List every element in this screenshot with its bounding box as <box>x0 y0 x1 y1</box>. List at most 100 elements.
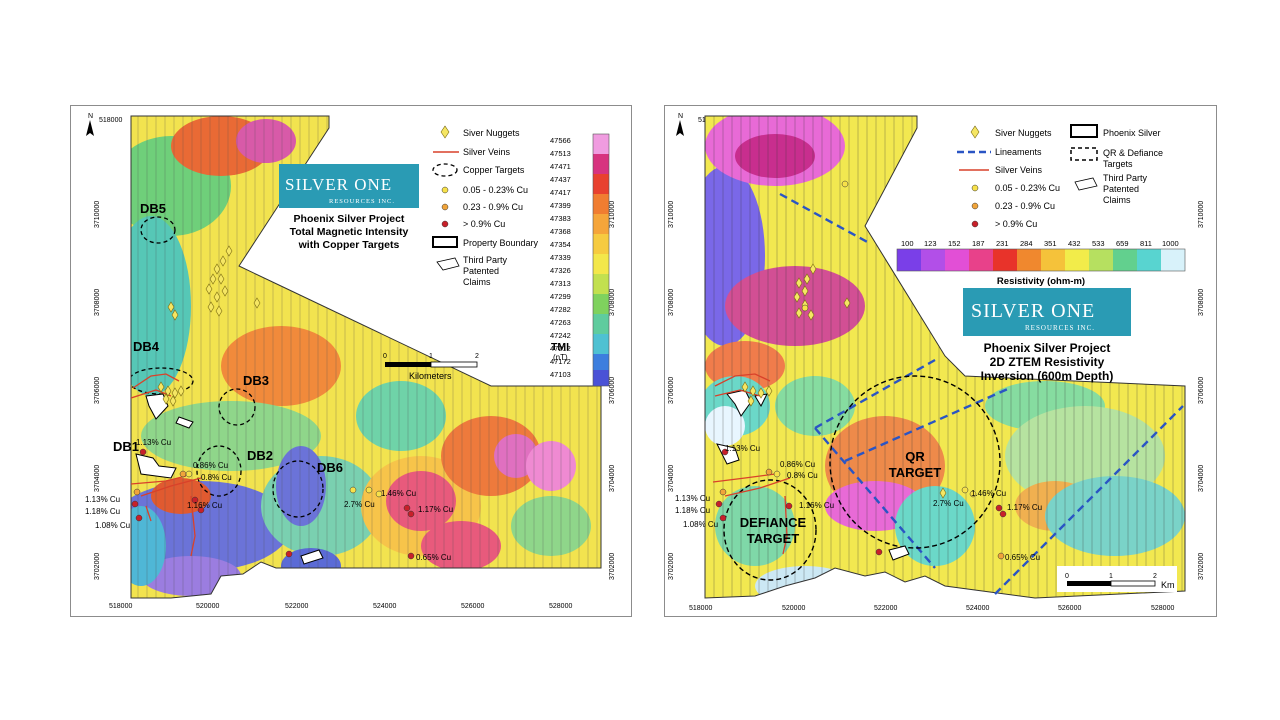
map-title-line: 2D ZTEM Resistivity <box>990 355 1105 369</box>
y-ticks-left: 3710000 3708000 3706000 3704000 3702000 <box>668 201 675 580</box>
assay-label: 1.08% Cu <box>95 521 130 530</box>
legend-item: Claims <box>1103 195 1131 205</box>
assay-label: 1.13% Cu <box>675 494 710 503</box>
map-title-line: Inversion (600m Depth) <box>981 369 1114 383</box>
x-tick: 520000 <box>782 605 805 612</box>
cu-low-icon <box>971 184 979 192</box>
patented-claims <box>135 393 324 565</box>
y-ticks-right: 3710000 3708000 3706000 3704000 3702000 <box>609 201 616 580</box>
colorbar-value: 47103 <box>550 370 571 379</box>
legend-item: Lineaments <box>995 147 1042 157</box>
colorbar-value: 47354 <box>550 240 571 249</box>
x-ticks-bottom: 518000 520000 522000 524000 526000 52800… <box>109 603 572 610</box>
y-tick: 3704000 <box>1198 465 1205 492</box>
y-tick: 3710000 <box>609 201 616 228</box>
legend-item: Patented <box>1103 184 1139 194</box>
ztem-map: N 518000 520000 522000 524000 518000 520… <box>668 99 1205 612</box>
assay-label: 2.7% Cu <box>344 500 375 509</box>
x-tick: 522000 <box>285 603 308 610</box>
legend-item: Targets <box>1103 159 1133 169</box>
map-title: Phoenix Silver Project 2D ZTEM Resistivi… <box>981 341 1114 383</box>
assay-label: 1.46% Cu <box>381 489 416 498</box>
colorbar-value: 47282 <box>550 305 571 314</box>
colorbar-value: 47399 <box>550 201 571 210</box>
y-tick: 3708000 <box>94 289 101 316</box>
y-tick: 3710000 <box>668 201 675 228</box>
x-ticks-bottom: 518000 520000 522000 524000 526000 52800… <box>689 605 1174 612</box>
silver-one-logo: SILVER ONE RESOURCES INC. <box>279 164 419 208</box>
patented-claims <box>716 389 910 561</box>
resistivity-colorbar: 100 123 152 187 231 284 351 432 533 659 … <box>896 239 1186 287</box>
assay-label: 1.17% Cu <box>418 505 453 514</box>
target-db3-label: DB3 <box>243 373 269 388</box>
legend-item: Third Party <box>1103 173 1148 183</box>
nugget-legend-icon <box>440 125 450 139</box>
y-tick: 3710000 <box>1198 201 1205 228</box>
x-tick: 524000 <box>373 603 396 610</box>
colorbar-value: 152 <box>948 239 961 248</box>
y-tick: 3706000 <box>94 377 101 404</box>
logo-subtitle: RESOURCES INC. <box>329 198 395 205</box>
lineaments <box>779 192 1184 595</box>
target-db5-label: DB5 <box>140 201 166 216</box>
colorbar-value: 811 <box>1140 239 1152 248</box>
north-arrow-label: N <box>88 113 93 120</box>
assay-label: 0.8% Cu <box>201 473 232 482</box>
scale-tick: 2 <box>475 353 479 360</box>
y-tick: 3704000 <box>609 465 616 492</box>
legend-item: Patented <box>463 266 499 276</box>
y-tick: 3706000 <box>1198 377 1205 404</box>
y-tick: 3702000 <box>94 553 101 580</box>
legend-item: Siver Nuggets <box>463 128 520 138</box>
colorbar-value: 47313 <box>550 279 571 288</box>
colorbar-value: 47368 <box>550 227 571 236</box>
cu-high-icon <box>441 220 449 228</box>
target-db2-label: DB2 <box>247 448 273 463</box>
tmi-map-panel: N 518000 520000 522000 524000 518000 520… <box>70 99 632 617</box>
colorbar-value: 47383 <box>550 214 571 223</box>
x-tick: 518000 <box>99 117 122 124</box>
y-tick: 3706000 <box>668 377 675 404</box>
claims-legend-icon <box>1074 177 1098 191</box>
assay-label: 1.13% Cu <box>136 438 171 447</box>
x-tick: 528000 <box>1151 605 1174 612</box>
scale-tick: 1 <box>429 353 433 360</box>
x-tick: 526000 <box>1058 605 1081 612</box>
qr-target-label-line2: TARGET <box>889 465 942 480</box>
assay-label: 0.8% Cu <box>787 471 818 480</box>
scale-tick: 1 <box>1109 573 1113 580</box>
assay-label: 2.7% Cu <box>933 499 964 508</box>
colorbar-value: 47299 <box>550 292 571 301</box>
scale-unit: Km <box>1161 580 1175 590</box>
scale-unit: Kilometers <box>409 371 452 381</box>
copper-samples <box>715 180 1007 560</box>
colorbar-value: 284 <box>1020 239 1033 248</box>
legend-item: Phoenix Silver <box>1103 128 1161 138</box>
colorbar-value: 47172 <box>550 357 571 366</box>
nugget-legend-icon <box>970 125 980 139</box>
x-tick: 518000 <box>109 603 132 610</box>
y-tick: 3704000 <box>668 465 675 492</box>
y-tick: 3702000 <box>1198 553 1205 580</box>
colorbar-value: 659 <box>1116 239 1129 248</box>
tmi-colorbar: 47566 47513 47471 47437 47417 47399 4738… <box>550 133 610 387</box>
scale-bar: 0 1 2 Km <box>1057 566 1177 592</box>
tmi-map: N 518000 520000 522000 524000 518000 520… <box>85 99 616 610</box>
colorbar-value: 123 <box>924 239 937 248</box>
phoenix-legend-icon <box>1070 124 1098 138</box>
colorbar-value: 187 <box>972 239 985 248</box>
y-tick: 3708000 <box>609 289 616 316</box>
y-tick: 3702000 <box>609 553 616 580</box>
assay-label: 1.16% Cu <box>799 501 834 510</box>
colorbar-value: 47242 <box>550 331 571 340</box>
legend-item: 0.23 - 0.9% Cu <box>995 201 1055 211</box>
x-tick: 520000 <box>196 603 219 610</box>
y-tick: 3710000 <box>94 201 101 228</box>
assay-label: 1.46% Cu <box>971 489 1006 498</box>
assay-label: 1.13% Cu <box>85 495 120 504</box>
property-boundary <box>704 115 1186 599</box>
colorbar-value: 47326 <box>550 266 571 275</box>
y-ticks-left: 3710000 3708000 3706000 3704000 3702000 <box>94 201 101 580</box>
ztem-map-panel: N 518000 520000 522000 524000 518000 520… <box>664 99 1217 617</box>
colorbar-value: 47212 <box>550 344 571 353</box>
